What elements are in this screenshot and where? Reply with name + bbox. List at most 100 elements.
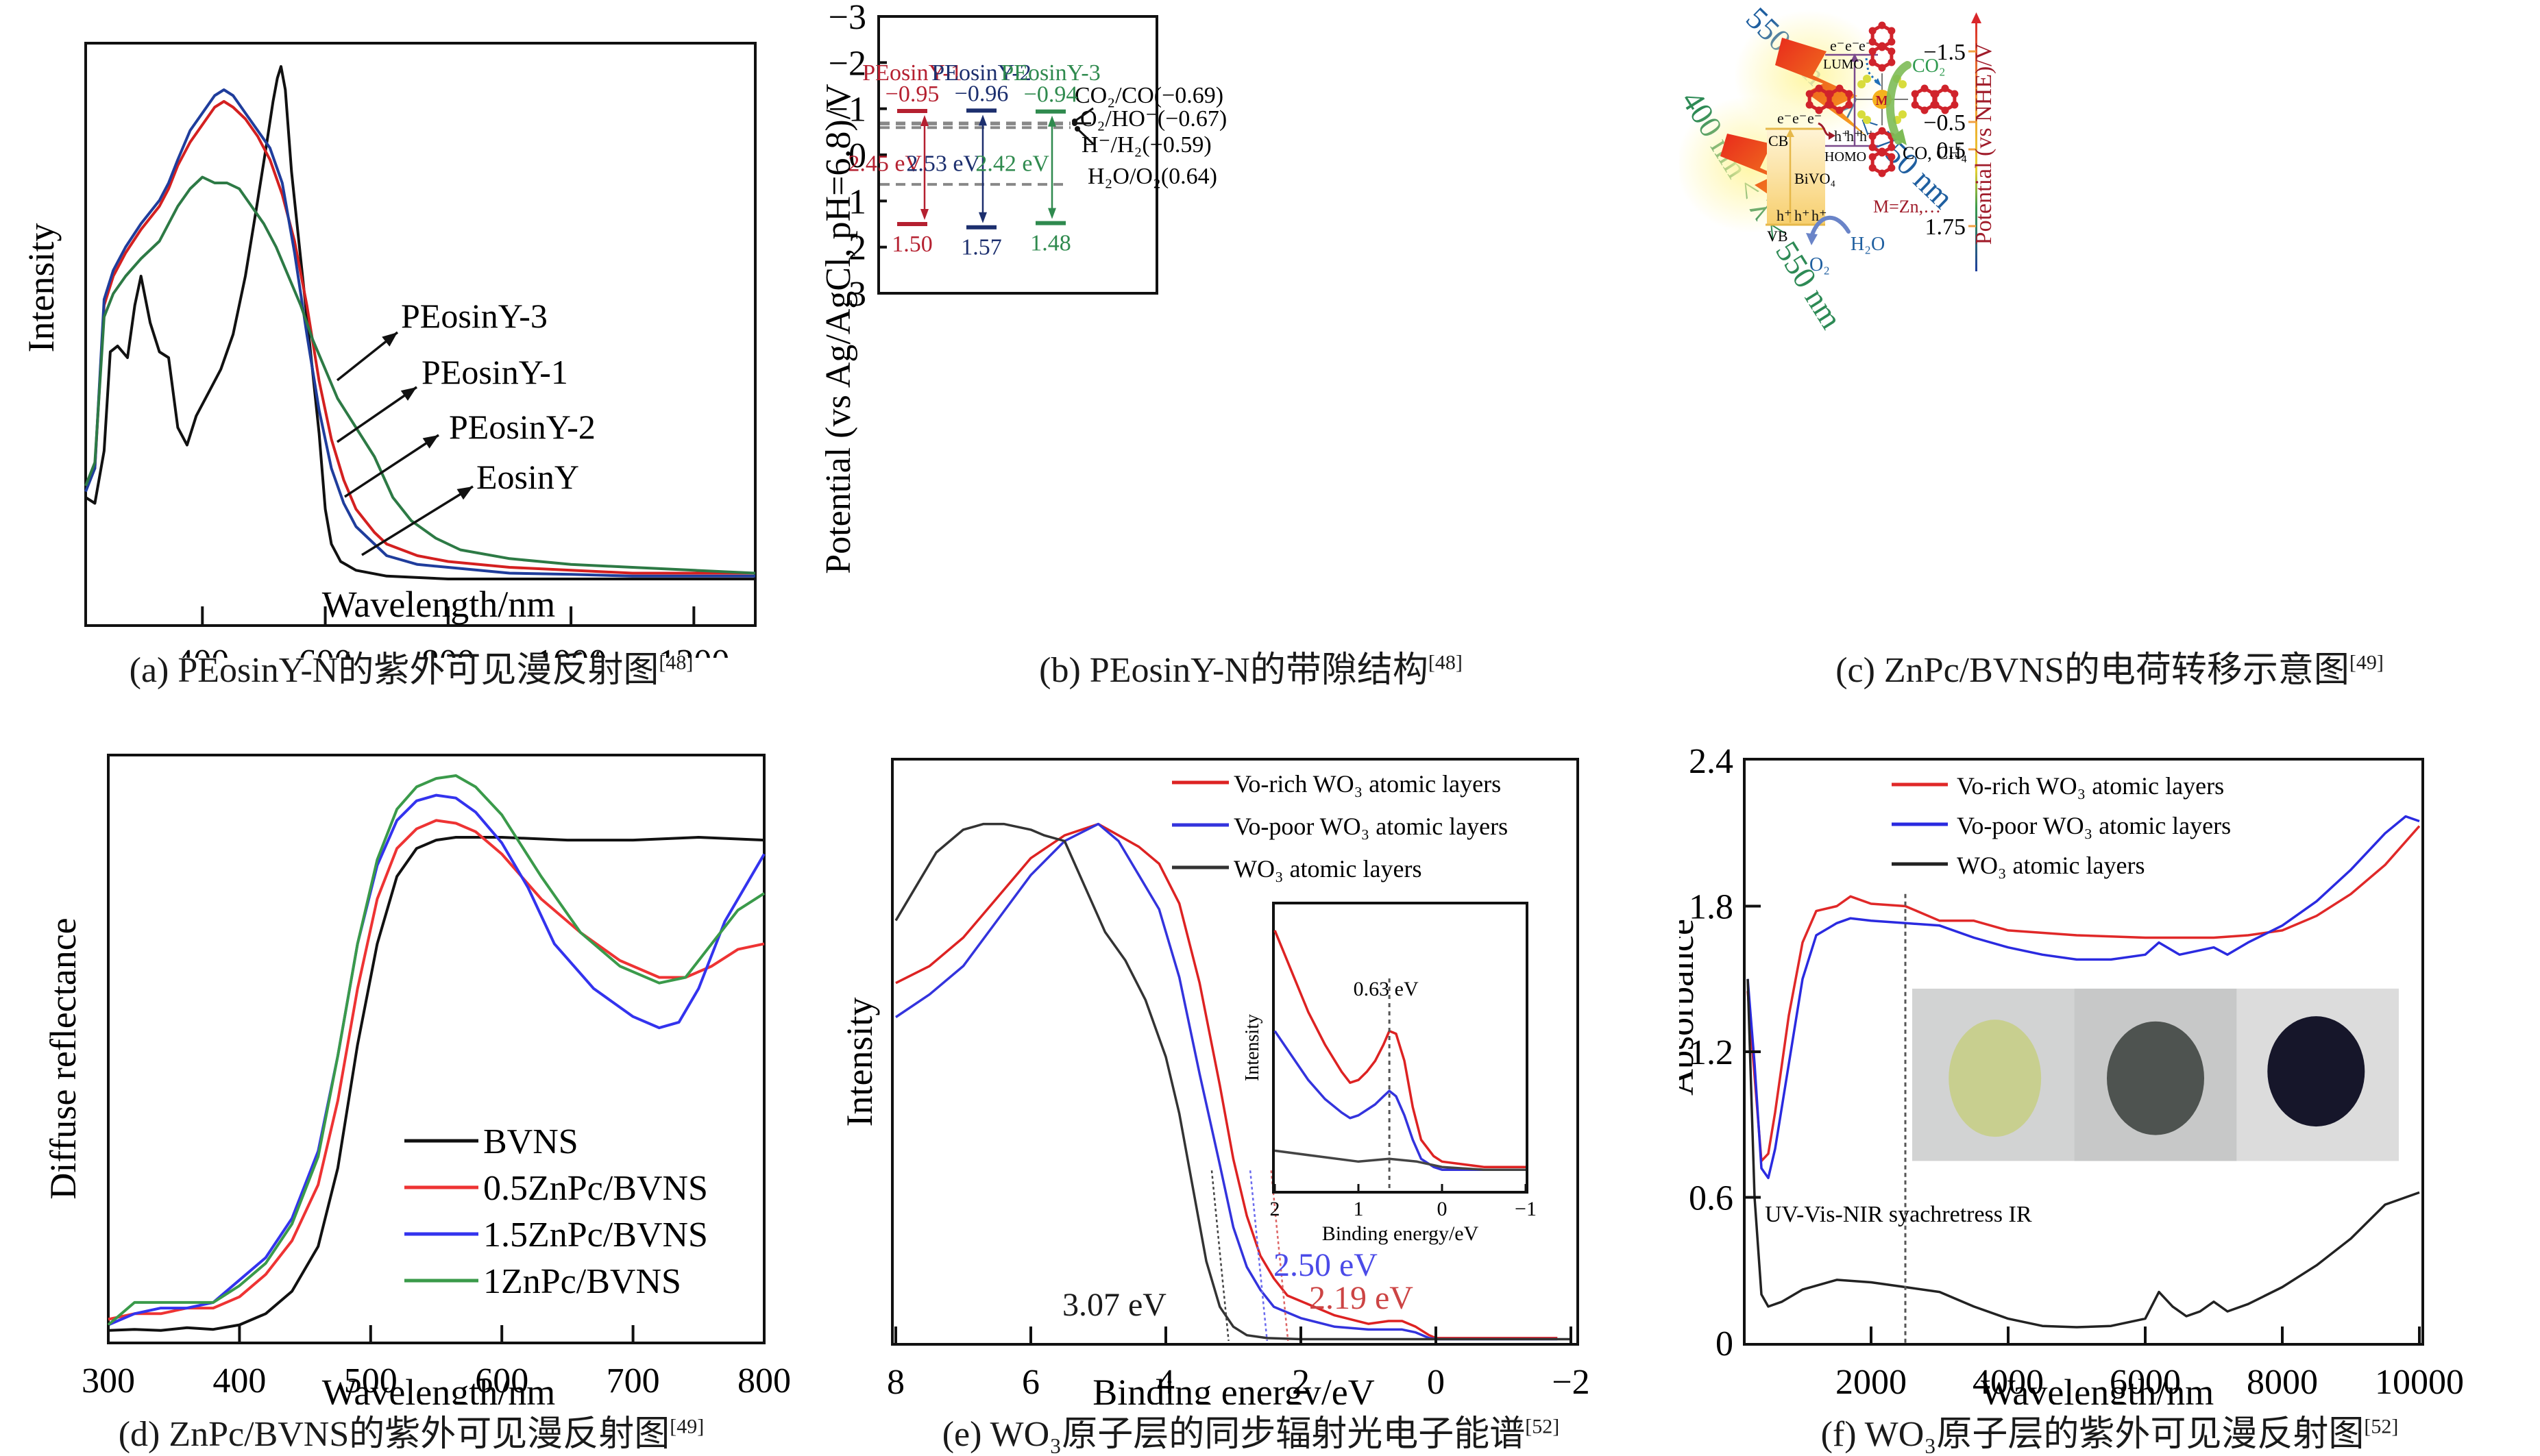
carbon-atom [1868,38,1877,46]
carbon-atom [1888,153,1896,161]
powder-sample-yellow [1949,1020,2042,1137]
co2-label: CO₂ [1912,55,1946,77]
series-peosiny-2 [84,88,755,578]
plot-frame [84,42,757,627]
extrapolation-line [1249,1170,1268,1342]
x-tick-label: −2 [1552,1363,1589,1402]
bivo4-band [1767,129,1825,225]
carbon-atom [1845,90,1853,98]
y-tick-label: −1 [829,90,866,129]
x-tick-label: 4000 [1973,1363,2044,1402]
annotation-label: 2.19 eV [1309,1280,1413,1316]
carbon-atom [1920,84,1929,92]
nitrogen-atom [1863,75,1871,83]
annotation-arrow [337,386,417,443]
arrow-head [1851,53,1859,62]
panel-c: 550 nm < λ < 750 nm 400 nm < λ < 550 nm … [1679,0,2540,713]
carbon-atom [1868,164,1877,172]
carbon-atom [1824,101,1833,109]
vb-label: VB [1767,227,1788,245]
extrapolation-line [1210,1170,1230,1342]
electron-symbol: e⁻ [1792,110,1807,127]
carbon-atom [1911,101,1919,109]
potential-axis [1975,16,1977,271]
reference-level-label: H⁻/H₂(−0.59) [1082,132,1212,158]
x-tick-label: 2 [1292,1363,1310,1402]
carbon-atom [1911,90,1919,98]
chart-a: 400 600 800 1000 1200 PEosinY-3 PEosinY-1 PEos… [21,42,757,658]
caption-text: (e) WO₃原子层的同步辐射光电子能谱 [942,1415,1526,1454]
annotation-label: 2.50 eV [1273,1247,1378,1283]
inset-x-axis-label: Binding energy/eV [1322,1222,1479,1245]
plot-frame [107,754,766,1344]
homo-label: HOMO [1824,149,1866,164]
hole-symbol: h⁺ [1794,207,1810,224]
chart-e: 8 6 4 2 0 −2 Vo-rich WO₃ atomic layers Vo-poor… [839,758,1590,1405]
peak-label: 0.63 eV [1354,978,1419,1000]
legend-label: 0.5ZnPc/BVNS [483,1169,708,1208]
carbon-atom [1868,47,1877,55]
vb-value: 1.48 [1030,231,1071,256]
inset-series-vo-rich [1273,930,1526,1168]
y-tick-label: 0 [1715,1324,1733,1364]
carbon-atom [1931,101,1940,109]
cb-value: −0.96 [955,81,1009,106]
axis-tick-label: 1.75 [1925,214,1966,240]
carbon-atom [1878,147,1886,156]
y-tick-label: 3 [848,275,866,314]
electron-symbol: e⁻ [1845,37,1859,54]
inset-series-wo- [1274,1149,1526,1171]
caption-ref: [48] [659,651,694,674]
carbon-atom [1878,21,1886,29]
diagram-c: 550 nm < λ < 750 nm 400 nm < λ < 550 nm … [1679,1,1996,335]
legend-label: Vo-poor WO₃ atomic layers [1234,813,1508,840]
caption-text: (a) PEosinY-N的紫外可见漫反射图 [129,651,659,690]
nitrogen-atom [1863,116,1871,124]
carbon-atom [1868,153,1877,161]
hole-symbol: h⁺ [1846,127,1862,145]
caption-ref: [49] [2349,651,2384,674]
arrow-head [1806,233,1818,245]
carbon-atom [1920,106,1929,114]
reference-level-label: CO₂/CO(−0.69) [1075,83,1223,108]
znpc-molecule: M [1805,21,1959,177]
carbon-atom [1835,106,1844,114]
axis-tick-label: −1.5 [1923,40,1966,65]
caption-text: (b) PEosinY-N的带隙结构 [1039,651,1428,690]
sample-name: PEosinY-2 [931,60,1031,86]
reference-level-label: O₂/HO⁻(−0.67) [1080,106,1227,132]
carbon-atom [1868,58,1877,66]
y-axis-label: Intensity [839,998,880,1127]
caption-f: (f) WO₃原子层的紫外可见漫反射图[52] [1679,1405,2540,1456]
carbon-atom [1805,90,1814,98]
axis-tick-label: 0.5 [1937,138,1966,163]
x-tick-label: 300 [82,1361,135,1401]
x-tick-label: 2000 [1835,1363,1907,1402]
arrow-head [1829,132,1835,140]
panel-a: 400 600 800 1000 1200 PEosinY-3 PEosinY-1 PEos… [0,0,822,713]
annotation-label: EosinY [476,458,579,496]
carbon-atom [1888,27,1896,35]
carbon-atom [1888,58,1896,66]
cb-value: −0.95 [886,82,940,107]
carbon-atom [1845,101,1853,109]
caption-b: (b) PEosinY-N的带隙结构[48] [822,641,1679,692]
x-tick-label: 0 [1427,1363,1445,1402]
pointer-arrow [1074,107,1094,123]
hole-symbol: h⁺ [1834,127,1850,145]
chart-d: 300 400 500 600 700 800 BVNS 0.5ZnPc/BVNS 1.5Zn… [42,754,791,1405]
sample-name: PEosinY-1 [862,60,962,86]
carbon-atom [1951,90,1959,98]
x-axis-label: Wavelength/nm [322,1372,556,1405]
legend-label: Vo-rich WO₃ atomic layers [1234,770,1501,798]
series-1-5znpc-bvns [108,793,766,1327]
legend-label: WO₃ atomic layers [1234,855,1421,883]
arrow-head [1892,129,1907,145]
carbon-atom [1878,127,1886,135]
caption-ref: [49] [670,1415,705,1438]
series-peosiny-3 [84,175,756,575]
caption-text: (d) ZnPc/BVNS的紫外可见漫反射图 [118,1415,670,1454]
arrow-head [422,435,439,449]
inset-x-tick-label: 1 [1354,1198,1364,1220]
series-wo-atomic-layers [894,822,1571,1341]
